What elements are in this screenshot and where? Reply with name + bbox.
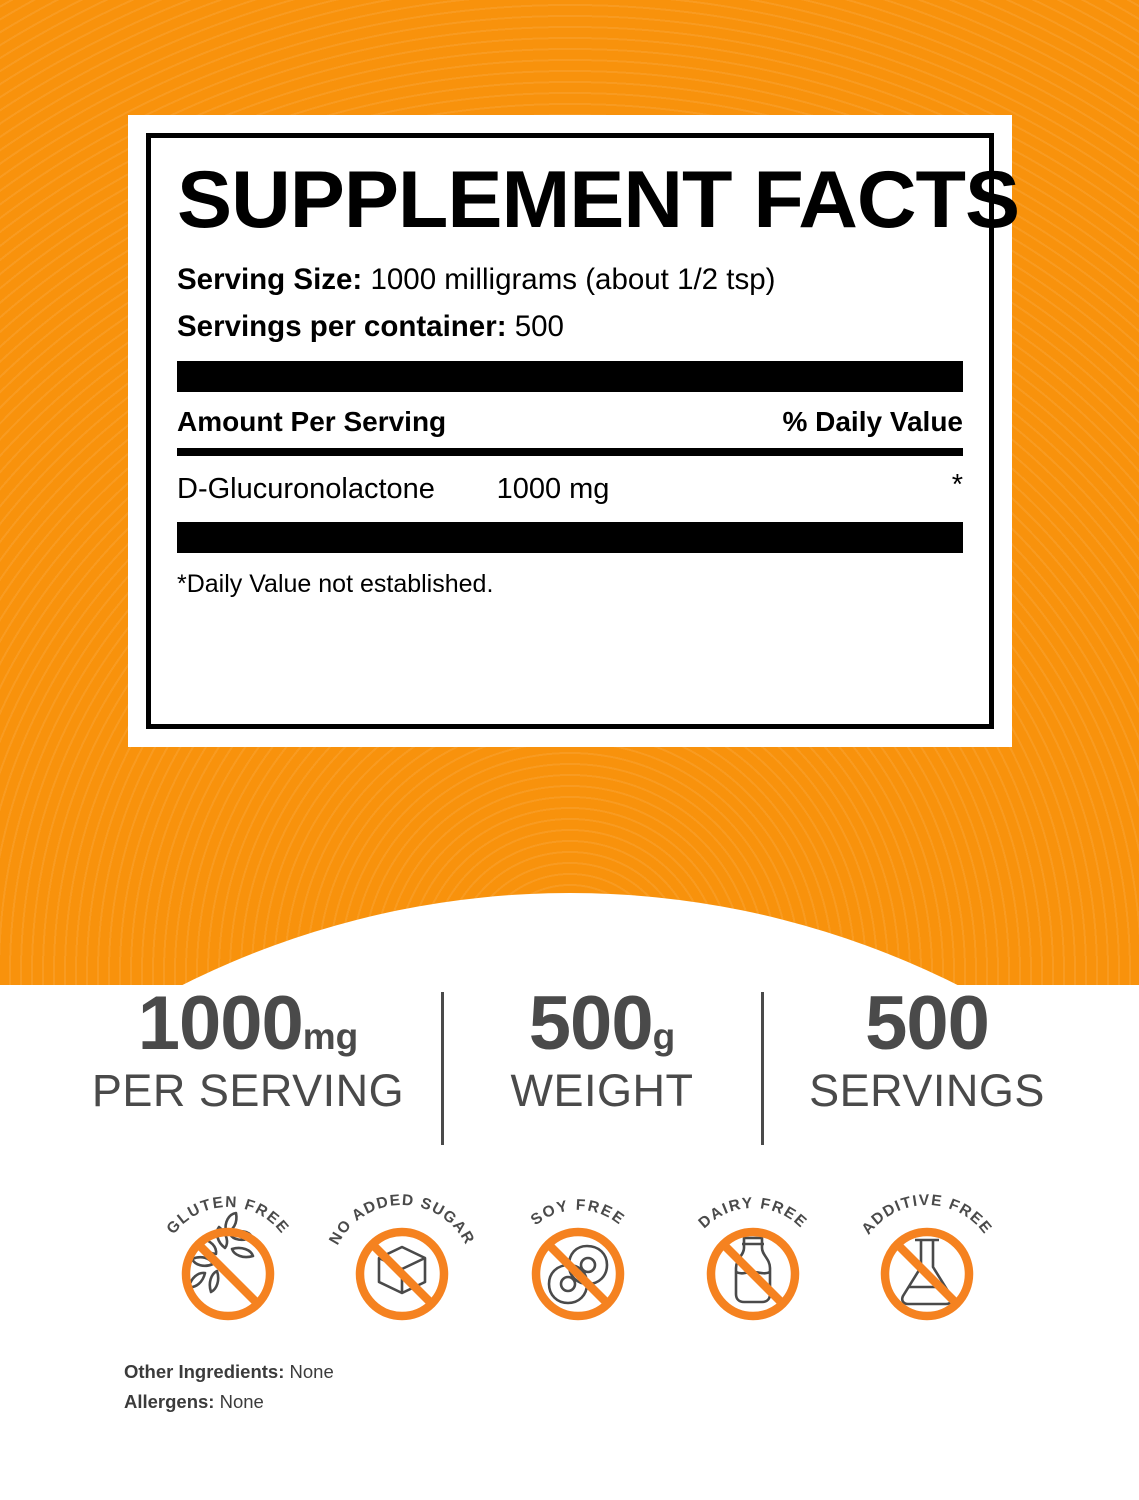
prohibition-circle — [181, 1227, 275, 1321]
stat-value-group: 1000mg — [62, 986, 434, 1062]
prohibition-slash — [719, 1240, 787, 1308]
badge-soy-free: SOY FREE — [483, 1176, 673, 1326]
stat-per-serving: 1000mg PER SERVING — [62, 986, 434, 1116]
stat-label: SERVINGS — [809, 1064, 1045, 1116]
badge-label: DAIRY FREE — [695, 1195, 810, 1232]
servings-per-container-label: Servings per container: — [177, 310, 507, 343]
daily-value-footnote: *Daily Value not established. — [177, 570, 494, 598]
stat-value-group: 500g — [452, 986, 752, 1062]
badge-label: NO ADDED SUGAR — [326, 1192, 478, 1248]
free-from-badges: GLUTEN FREE — [0, 1176, 1139, 1326]
table-header-row: Amount Per Serving % Daily Value — [177, 406, 963, 448]
other-ingredients-line: Other Ingredients: None — [124, 1357, 334, 1387]
wheat-leaves-icon — [187, 1211, 255, 1294]
table-row: D-Glucuronolactone 1000 mg * — [177, 456, 963, 522]
other-ingredients-label: Other Ingredients: — [124, 1361, 285, 1382]
stat-divider-2 — [761, 992, 764, 1145]
ingredient-name: D-Glucuronolactone — [177, 473, 435, 505]
prohibition-circle — [706, 1227, 800, 1321]
serving-size-label: Serving Size: — [177, 263, 363, 296]
stat-servings: 500 SERVINGS — [772, 986, 1082, 1116]
stat-value: 500 — [528, 981, 654, 1066]
ingredient-daily-value: * — [951, 469, 963, 501]
stat-unit: mg — [302, 1016, 359, 1057]
servings-per-container-line: Servings per container: 500 — [177, 310, 963, 344]
stats-row: 1000mg PER SERVING 500g WEIGHT 500 SERVI… — [0, 986, 1139, 1148]
prohibition-slash — [368, 1240, 436, 1308]
badge-no-added-sugar: NO ADDED SUGAR — [307, 1176, 497, 1326]
prohibition-circle — [531, 1227, 625, 1321]
bottom-info: Other Ingredients: None Allergens: None — [124, 1357, 334, 1417]
allergens-line: Allergens: None — [124, 1387, 334, 1417]
prohibition-slash — [194, 1240, 262, 1308]
divider-bar-top — [177, 361, 963, 392]
stat-value-group: 500 — [772, 986, 1082, 1062]
ingredient-amount: 1000 mg — [496, 473, 610, 505]
supplement-facts-border: SUPPLEMENT FACTS Serving Size: 1000 mill… — [146, 133, 1020, 729]
stat-divider-1 — [441, 992, 444, 1145]
badge-label: SOY FREE — [528, 1197, 628, 1229]
stat-weight: 500g WEIGHT — [452, 986, 752, 1116]
allergens-value: None — [219, 1390, 264, 1412]
stat-label: PER SERVING — [91, 1064, 405, 1116]
allergens-label: Allergens: — [124, 1390, 215, 1412]
supplement-facts-panel: SUPPLEMENT FACTS Serving Size: 1000 mill… — [128, 115, 1020, 747]
badge-gluten-free: GLUTEN FREE — [133, 1176, 323, 1326]
prohibition-slash — [544, 1240, 612, 1308]
servings-per-container-value: 500 — [514, 310, 564, 343]
badge-additive-free: ADDITIVE FREE — [832, 1176, 1022, 1326]
header-underline — [177, 448, 963, 456]
serving-size-value: 1000 milligrams (about 1/2 tsp) — [370, 263, 776, 296]
supplement-facts-title: SUPPLEMENT FACTS — [177, 155, 1020, 245]
stat-label: WEIGHT — [510, 1064, 694, 1116]
amount-per-serving-header: Amount Per Serving — [177, 406, 447, 437]
prohibition-circle — [880, 1227, 974, 1321]
prohibition-slash — [893, 1240, 961, 1308]
divider-bar-bottom — [177, 522, 963, 553]
white-arc-shape — [0, 893, 1139, 1500]
other-ingredients-value: None — [289, 1361, 334, 1382]
stat-unit: g — [652, 1016, 676, 1057]
prohibition-circle — [355, 1227, 449, 1321]
serving-size-line: Serving Size: 1000 milligrams (about 1/2… — [177, 263, 963, 297]
stat-value: 500 — [865, 981, 990, 1066]
stat-value: 1000 — [137, 981, 304, 1066]
daily-value-header: % Daily Value — [782, 406, 963, 437]
badge-dairy-free: DAIRY FREE — [658, 1176, 848, 1326]
